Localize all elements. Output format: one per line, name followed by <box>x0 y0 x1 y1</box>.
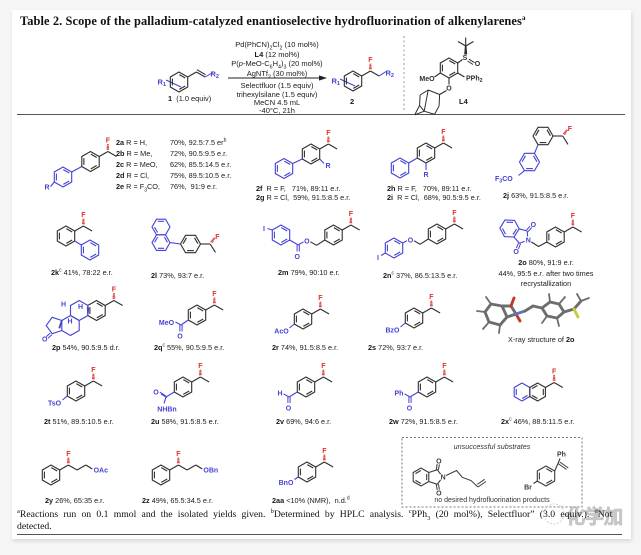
svg-text:F: F <box>198 363 203 370</box>
svg-text:Ph: Ph <box>395 391 404 398</box>
svg-text:O: O <box>407 406 413 413</box>
svg-text:O: O <box>446 86 452 93</box>
svg-text:F: F <box>442 363 447 370</box>
svg-text:CO: CO <box>502 176 513 183</box>
svg-text:O: O <box>153 390 159 397</box>
svg-text:OAc: OAc <box>94 468 109 475</box>
svg-text:F: F <box>321 363 326 370</box>
svg-text:I: I <box>263 226 265 233</box>
svg-text:PPh2: PPh2 <box>466 76 483 85</box>
svg-text:BnO: BnO <box>279 480 294 487</box>
svg-text:O: O <box>286 406 292 413</box>
svg-text:O: O <box>475 61 481 68</box>
svg-text:F: F <box>318 295 323 302</box>
svg-text:H: H <box>61 302 66 309</box>
svg-text:NHBn: NHBn <box>157 407 176 414</box>
svg-text:R2: R2 <box>211 70 220 81</box>
svg-text:N: N <box>441 475 446 482</box>
svg-text:AcO: AcO <box>274 329 289 336</box>
svg-text:F: F <box>429 294 434 301</box>
svg-text:F: F <box>568 126 573 133</box>
svg-text:O: O <box>42 337 48 344</box>
svg-text:BzO: BzO <box>386 328 401 335</box>
svg-text:F: F <box>326 130 331 137</box>
svg-text:F3: F3 <box>495 176 502 185</box>
svg-text:F: F <box>66 451 71 458</box>
svg-text:O: O <box>436 458 442 465</box>
svg-text:R: R <box>44 185 49 192</box>
svg-text:O: O <box>531 222 537 229</box>
svg-text:O: O <box>436 491 442 498</box>
svg-text:MeO: MeO <box>419 76 435 83</box>
svg-text:F: F <box>106 138 111 145</box>
svg-text:O: O <box>304 239 310 246</box>
svg-text:MeO: MeO <box>159 320 175 327</box>
svg-text:R2: R2 <box>386 69 395 80</box>
svg-text:R: R <box>423 172 428 179</box>
svg-text:I: I <box>377 255 379 262</box>
svg-text:F: F <box>441 129 446 136</box>
svg-text:F: F <box>176 451 181 458</box>
svg-text:O: O <box>408 237 414 244</box>
svg-text:H: H <box>67 319 72 326</box>
svg-text:F: F <box>212 291 217 298</box>
svg-text:F: F <box>349 211 354 218</box>
svg-text:化学加: 化学加 <box>566 505 623 528</box>
svg-text:F: F <box>552 369 557 376</box>
svg-text:O: O <box>294 254 300 261</box>
svg-text:N: N <box>526 237 531 244</box>
svg-text:OBn: OBn <box>203 468 218 475</box>
svg-text:F: F <box>81 212 86 219</box>
svg-text:F: F <box>91 367 96 374</box>
svg-text:H: H <box>277 391 282 398</box>
svg-text:Ph: Ph <box>557 452 566 459</box>
svg-text:F: F <box>322 448 327 455</box>
svg-text:O: O <box>513 249 519 256</box>
svg-text:S: S <box>463 55 468 62</box>
svg-text:Br: Br <box>524 485 532 492</box>
svg-text:O: O <box>177 334 183 341</box>
svg-text:F: F <box>571 213 576 220</box>
svg-text:R: R <box>325 163 330 170</box>
svg-text:TsO: TsO <box>48 401 62 408</box>
svg-text:F: F <box>368 57 373 64</box>
svg-text:R1: R1 <box>158 78 167 89</box>
svg-text:F: F <box>452 210 457 217</box>
svg-text:H: H <box>78 304 83 311</box>
svg-text:F: F <box>215 234 220 241</box>
svg-text:F: F <box>112 287 117 294</box>
svg-text:R1: R1 <box>332 77 341 88</box>
